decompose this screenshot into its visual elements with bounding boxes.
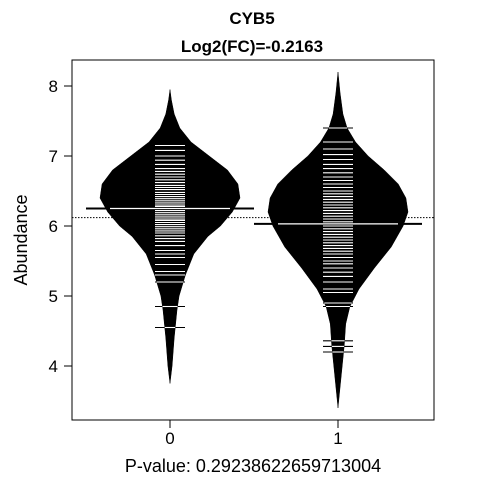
x-tick-label: 1 — [333, 429, 342, 448]
y-tick-label: 8 — [49, 77, 58, 96]
y-axis-label: Abundance — [11, 194, 31, 285]
beans-layer — [72, 71, 434, 409]
bean-0 — [99, 89, 241, 384]
y-tick-label: 6 — [49, 217, 58, 236]
y-tick-label: 4 — [49, 357, 58, 376]
x-tick-label: 0 — [165, 429, 174, 448]
x-axis-label: P-value: 0.29238622659713004 — [125, 456, 381, 476]
y-axis: 4 5 6 7 8 — [49, 77, 72, 376]
y-tick-label: 7 — [49, 147, 58, 166]
plot-frame — [71, 59, 435, 421]
chart-subtitle: Log2(FC)=-0.2163 — [181, 37, 323, 56]
y-tick-label: 5 — [49, 287, 58, 306]
chart-title: CYB5 — [229, 9, 274, 28]
